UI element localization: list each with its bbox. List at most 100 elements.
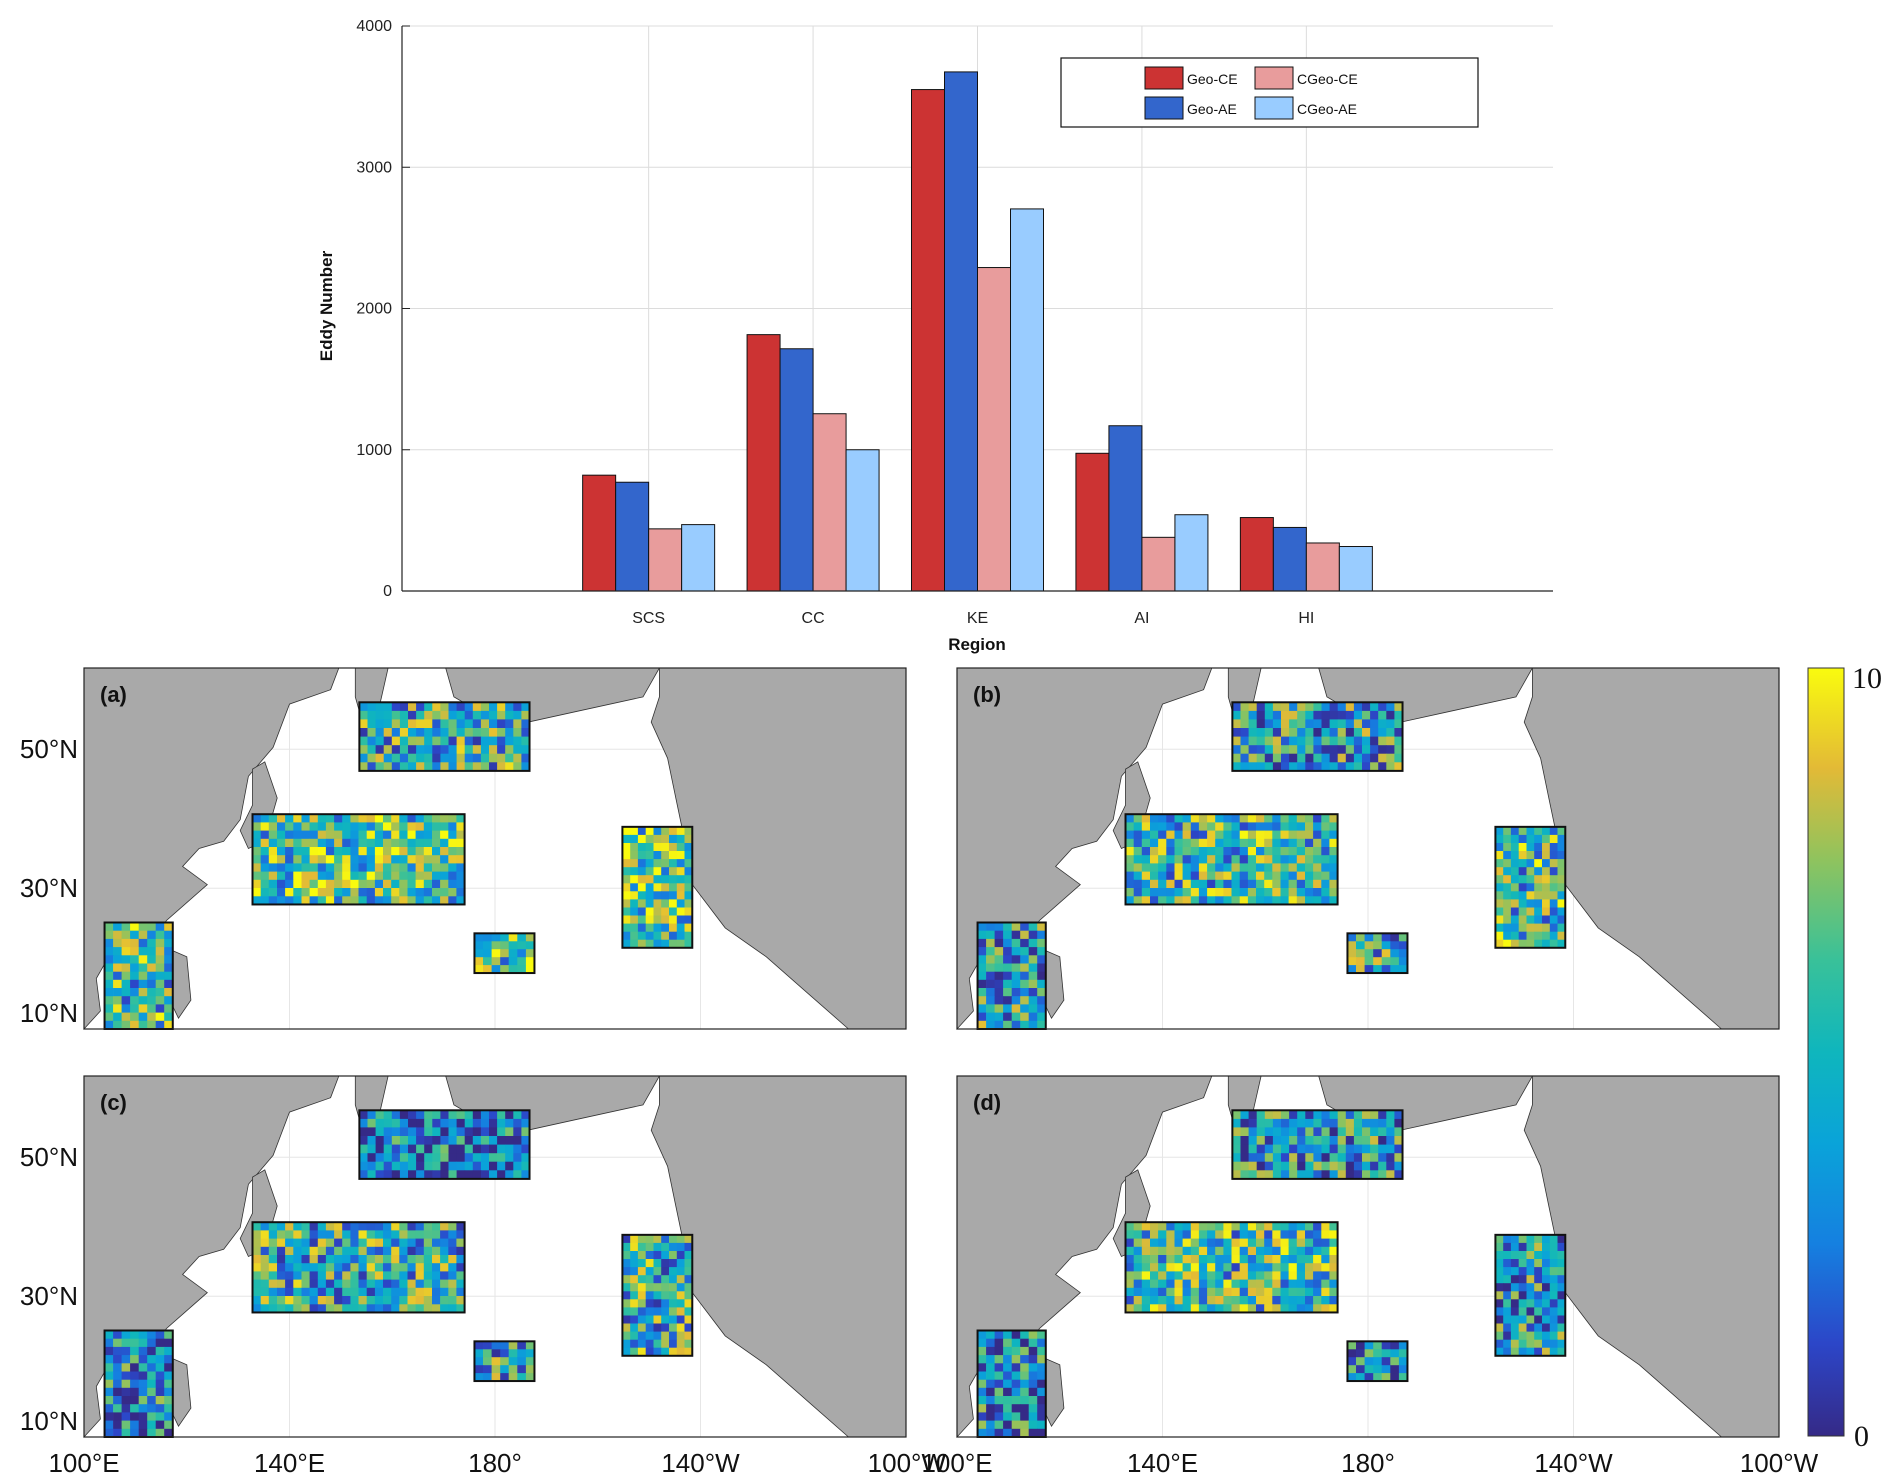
heat-cell	[1305, 1161, 1314, 1171]
heat-cell	[1256, 1161, 1266, 1171]
heat-cell	[277, 1230, 286, 1239]
heat-cell	[285, 863, 294, 872]
heat-cell	[383, 1136, 393, 1145]
heat-cell	[1356, 1365, 1365, 1374]
heat-cell	[517, 1373, 527, 1382]
heat-cell	[285, 1255, 294, 1264]
heat-cell	[630, 1234, 639, 1244]
heat-cell	[130, 979, 139, 989]
heat-cell	[432, 1230, 441, 1239]
heat-cell	[1329, 1127, 1339, 1137]
heat-cell	[1398, 1357, 1408, 1366]
heat-cell	[164, 988, 174, 997]
heat-cell	[1549, 834, 1558, 844]
heat-cell	[334, 1279, 343, 1289]
legend-label: Geo-AE	[1187, 101, 1237, 117]
heat-cell	[399, 1136, 409, 1145]
heat-cell	[489, 728, 498, 737]
heat-cell	[1256, 871, 1265, 881]
heat-cell	[383, 1127, 393, 1137]
heat-cell	[301, 1255, 311, 1264]
heat-cell	[661, 883, 670, 892]
heat-cell	[1373, 933, 1383, 942]
heat-cell	[1542, 1291, 1551, 1300]
heat-cell	[252, 847, 262, 856]
heat-cell	[268, 814, 278, 823]
legend-label: Geo-CE	[1187, 71, 1238, 87]
heat-cell	[1264, 863, 1273, 872]
heat-cell	[342, 1255, 351, 1264]
heat-cell	[432, 822, 441, 831]
heat-cell	[1020, 1404, 1030, 1413]
heat-cell	[1207, 814, 1216, 823]
heat-cell	[342, 1296, 351, 1305]
heat-cell	[1313, 1230, 1322, 1239]
heat-cell	[1510, 923, 1520, 933]
heat-cell	[1272, 822, 1281, 831]
heat-cell	[1288, 855, 1298, 864]
heat-cell	[1518, 867, 1527, 876]
heat-cell	[977, 1338, 987, 1348]
heat-cell	[1313, 855, 1322, 864]
heat-cell	[1549, 923, 1558, 933]
heat-cell	[1305, 863, 1314, 872]
heat-cell	[505, 702, 514, 712]
heat-cell	[1125, 896, 1135, 905]
heat-cell	[645, 875, 654, 884]
heat-cell	[480, 1161, 490, 1171]
heat-cell	[1207, 879, 1216, 889]
heat-cell	[684, 1259, 693, 1268]
heat-cell	[525, 1373, 535, 1382]
heat-cell	[113, 1004, 122, 1013]
heat-cell	[1247, 1304, 1257, 1313]
heat-cell	[317, 1255, 327, 1264]
heat-cell	[334, 1246, 343, 1256]
heat-cell	[1347, 1349, 1357, 1358]
heat-cell	[440, 1170, 449, 1180]
heat-cell	[407, 1279, 417, 1289]
heat-cell	[1288, 830, 1298, 840]
heat-cell	[440, 1161, 449, 1171]
heat-cell	[1503, 1347, 1512, 1357]
heat-cell	[268, 1304, 278, 1313]
heat-cell	[480, 745, 490, 755]
heat-cell	[1321, 1304, 1330, 1313]
heat-cell	[104, 1396, 114, 1405]
heat-cell	[645, 1299, 654, 1308]
heat-cell	[1557, 883, 1566, 892]
heat-cell	[399, 1170, 409, 1180]
heat-cell	[1356, 1341, 1365, 1350]
heat-cell	[676, 1267, 685, 1276]
heat-cell	[1198, 863, 1208, 872]
heat-cell	[1182, 888, 1192, 897]
heat-cell	[1232, 736, 1241, 746]
heat-cell	[525, 1365, 535, 1374]
heat-cell	[994, 1346, 1004, 1356]
heat-cell	[986, 1404, 995, 1413]
heat-cell	[1305, 871, 1314, 881]
heat-cell	[138, 930, 148, 940]
heat-cell	[367, 1153, 376, 1163]
heat-cell	[138, 979, 148, 989]
heat-cell	[1028, 1412, 1038, 1421]
heat-cell	[1232, 719, 1241, 729]
heat-cell	[517, 949, 527, 958]
heat-cell	[1329, 745, 1339, 755]
heat-cell	[440, 719, 449, 729]
heat-cell	[1557, 891, 1566, 900]
heat-cell	[525, 933, 535, 942]
heat-cell	[1280, 871, 1290, 881]
heat-cell	[1028, 1020, 1038, 1030]
heat-cell	[1347, 941, 1357, 950]
heat-cell	[1037, 1363, 1047, 1372]
heat-cell	[1378, 710, 1387, 720]
heat-cell	[1362, 745, 1371, 755]
heat-cell	[1297, 753, 1306, 763]
heat-cell	[1264, 1161, 1274, 1171]
heat-cell	[1313, 1110, 1322, 1120]
heat-cell	[480, 736, 490, 746]
heat-cell	[164, 1355, 174, 1364]
heat-cell	[1125, 1230, 1135, 1239]
heat-cell	[448, 710, 457, 720]
heat-cell	[1158, 1230, 1167, 1239]
